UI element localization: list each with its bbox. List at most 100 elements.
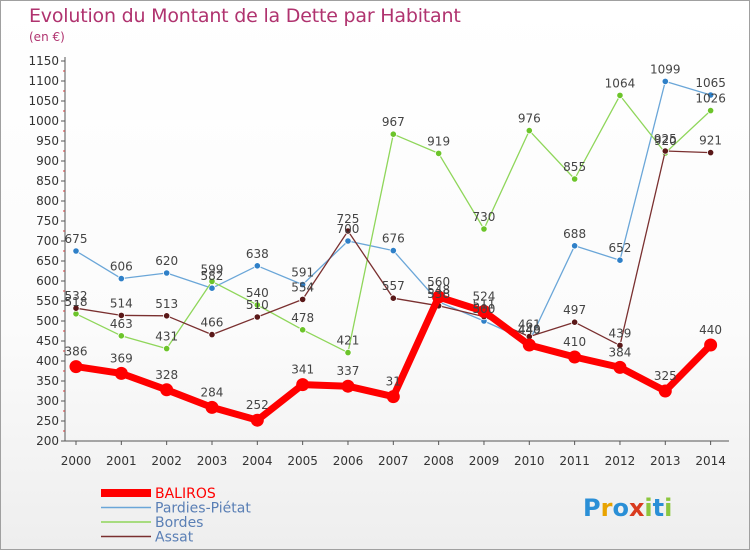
logo-letter: r	[601, 494, 613, 522]
data-point-assat	[344, 227, 352, 235]
x-tick-label: 2011	[559, 454, 590, 468]
data-label-pardies-pi-tat: 688	[563, 227, 586, 241]
data-point-pardies-pi-tat	[299, 280, 307, 289]
data-point-pardies-pi-tat	[253, 262, 261, 270]
data-point-assat	[72, 304, 80, 312]
data-label-baliros: 386	[65, 345, 88, 359]
x-tick-label: 2004	[242, 454, 273, 468]
data-label-pardies-pi-tat: 548	[427, 283, 450, 297]
data-point-bordes	[571, 175, 579, 183]
data-label-bordes: 920	[654, 134, 677, 148]
y-tick-label: 500	[36, 314, 59, 328]
x-tick-label: 2012	[605, 454, 636, 468]
data-label-baliros: 284	[201, 385, 224, 399]
data-point-pardies-pi-tat	[616, 256, 624, 264]
x-tick-label: 2007	[378, 454, 409, 468]
logo-letter: i	[664, 494, 672, 522]
y-tick-label: 350	[36, 374, 59, 388]
data-label-assat: 725	[337, 212, 360, 226]
x-tick-label: 2002	[151, 454, 182, 468]
y-tick-label: 750	[36, 214, 59, 228]
x-tick-label: 2000	[61, 454, 92, 468]
data-point-baliros	[341, 379, 355, 393]
y-tick-label: 250	[36, 414, 59, 428]
data-labels: 675 606 620 582 638 591 700 676 548 500 449 688 652 1…	[65, 62, 726, 412]
data-label-baliros: 440	[518, 323, 541, 337]
chart-title: Evolution du Montant de la Dette par Hab…	[29, 5, 461, 27]
data-label-bordes: 431	[155, 330, 178, 344]
data-label-pardies-pi-tat: 449	[518, 322, 541, 336]
legend-label: BALIROS	[155, 486, 216, 502]
data-point-pardies-pi-tat	[72, 247, 80, 255]
data-point-bordes	[253, 301, 261, 309]
logo-letter: x	[629, 494, 645, 522]
data-point-baliros	[477, 304, 491, 318]
data-label-baliros: 560	[427, 275, 450, 289]
data-label-pardies-pi-tat: 500	[473, 302, 496, 316]
series-layer	[69, 77, 718, 427]
data-point-assat	[117, 311, 125, 319]
data-label-baliros: 341	[291, 363, 314, 377]
proxiti-logo: Proxiti	[583, 494, 672, 522]
data-point-baliros	[613, 360, 627, 374]
data-point-bordes	[389, 130, 397, 138]
data-label-baliros: 524	[473, 289, 496, 303]
data-label-bordes: 421	[337, 334, 360, 348]
data-point-baliros	[568, 350, 582, 364]
data-point-bordes	[707, 107, 715, 115]
data-label-pardies-pi-tat: 675	[65, 232, 88, 246]
data-point-pardies-pi-tat	[344, 237, 352, 245]
y-tick-label: 1150	[28, 54, 59, 68]
axes: 200 250 300 350 400 450 500 550 600 650 700 750 800 8…	[28, 54, 729, 468]
y-tick-label: 200	[36, 434, 59, 448]
data-label-baliros: 440	[699, 323, 722, 337]
data-label-bordes: 518	[65, 295, 88, 309]
data-label-assat: 510	[246, 298, 269, 312]
data-point-pardies-pi-tat	[208, 284, 216, 292]
data-point-assat	[707, 149, 715, 157]
data-label-pardies-pi-tat: 676	[382, 232, 405, 246]
y-tick-label: 700	[36, 234, 59, 248]
data-label-assat: 514	[110, 296, 133, 310]
data-label-bordes: 855	[563, 160, 586, 174]
data-point-baliros	[658, 384, 672, 398]
y-tick-label: 300	[36, 394, 59, 408]
data-point-baliros	[386, 390, 400, 404]
data-label-baliros: 384	[609, 345, 632, 359]
y-tick-label: 650	[36, 254, 59, 268]
data-point-assat	[661, 147, 669, 155]
chart-subtitle: (en €)	[29, 30, 65, 44]
data-label-pardies-pi-tat: 1065	[695, 76, 726, 90]
data-point-bordes	[163, 344, 171, 353]
data-point-baliros	[205, 400, 219, 414]
y-tick-label: 450	[36, 334, 59, 348]
data-label-pardies-pi-tat: 1099	[650, 62, 681, 76]
data-point-pardies-pi-tat	[389, 247, 397, 255]
data-point-baliros	[160, 383, 174, 397]
data-label-pardies-pi-tat: 652	[609, 241, 632, 255]
data-point-pardies-pi-tat	[707, 91, 715, 99]
data-point-baliros	[114, 366, 128, 380]
x-tick-label: 2014	[695, 454, 726, 468]
data-point-assat	[208, 330, 216, 339]
x-tick-label: 2001	[106, 454, 137, 468]
data-label-bordes: 1026	[695, 92, 726, 106]
legend-label: Pardies-Piétat	[155, 501, 251, 517]
data-point-assat	[253, 313, 261, 321]
data-point-bordes	[435, 149, 443, 157]
y-tick-label: 400	[36, 354, 59, 368]
logo-text: Proxiti	[583, 494, 672, 522]
data-point-baliros	[296, 378, 310, 392]
x-tick-label: 2003	[197, 454, 228, 468]
data-point-bordes	[117, 332, 125, 340]
data-label-assat: 925	[654, 132, 677, 146]
data-label-bordes: 976	[518, 112, 541, 126]
y-tick-label: 850	[36, 174, 59, 188]
data-label-bordes: 730	[473, 210, 496, 224]
x-tick-label: 2013	[650, 454, 681, 468]
y-tick-label: 1000	[28, 114, 59, 128]
data-point-assat	[616, 341, 624, 349]
